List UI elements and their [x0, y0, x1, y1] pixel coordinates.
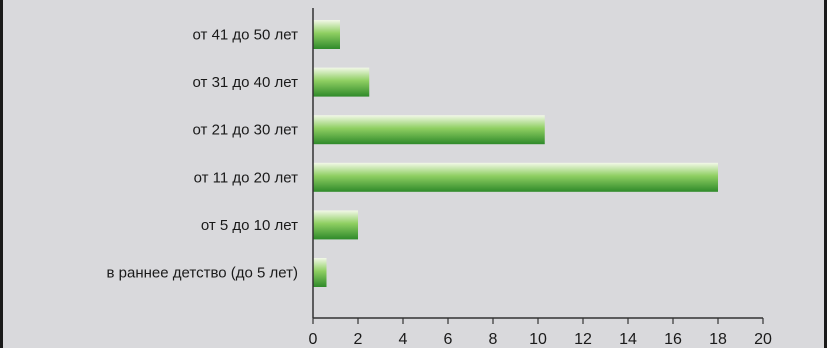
- bar-5: [313, 258, 327, 287]
- category-label-1: от 31 до 40 лет: [193, 74, 299, 91]
- x-tick-label-3: 6: [444, 331, 453, 348]
- category-label-4: от 5 до 10 лет: [201, 217, 298, 234]
- bar-2: [313, 115, 545, 145]
- bar-0: [313, 20, 340, 49]
- scan-edge-right: [824, 0, 827, 348]
- x-tick-label-4: 8: [489, 331, 498, 348]
- x-tick-label-1: 2: [354, 331, 363, 348]
- x-tick-label-2: 4: [399, 331, 408, 348]
- category-label-0: от 41 до 50 лет: [193, 27, 299, 44]
- bar-3: [313, 162, 718, 192]
- category-label-3: от 11 до 20 лет: [194, 169, 299, 186]
- category-label-5: в раннее детство (до 5 лет): [107, 265, 298, 282]
- x-tick-label-10: 20: [754, 331, 772, 348]
- x-tick-label-5: 10: [529, 331, 547, 348]
- x-tick-label-6: 12: [574, 331, 592, 348]
- x-tick-label-9: 18: [709, 331, 727, 348]
- category-label-2: от 21 до 30 лет: [193, 122, 299, 139]
- bar-1: [313, 67, 370, 97]
- x-tick-label-7: 14: [619, 331, 637, 348]
- x-tick-label-8: 16: [664, 331, 682, 348]
- scan-edge-left: [0, 0, 3, 348]
- bar-4: [313, 210, 358, 240]
- x-tick-label-0: 0: [309, 331, 318, 348]
